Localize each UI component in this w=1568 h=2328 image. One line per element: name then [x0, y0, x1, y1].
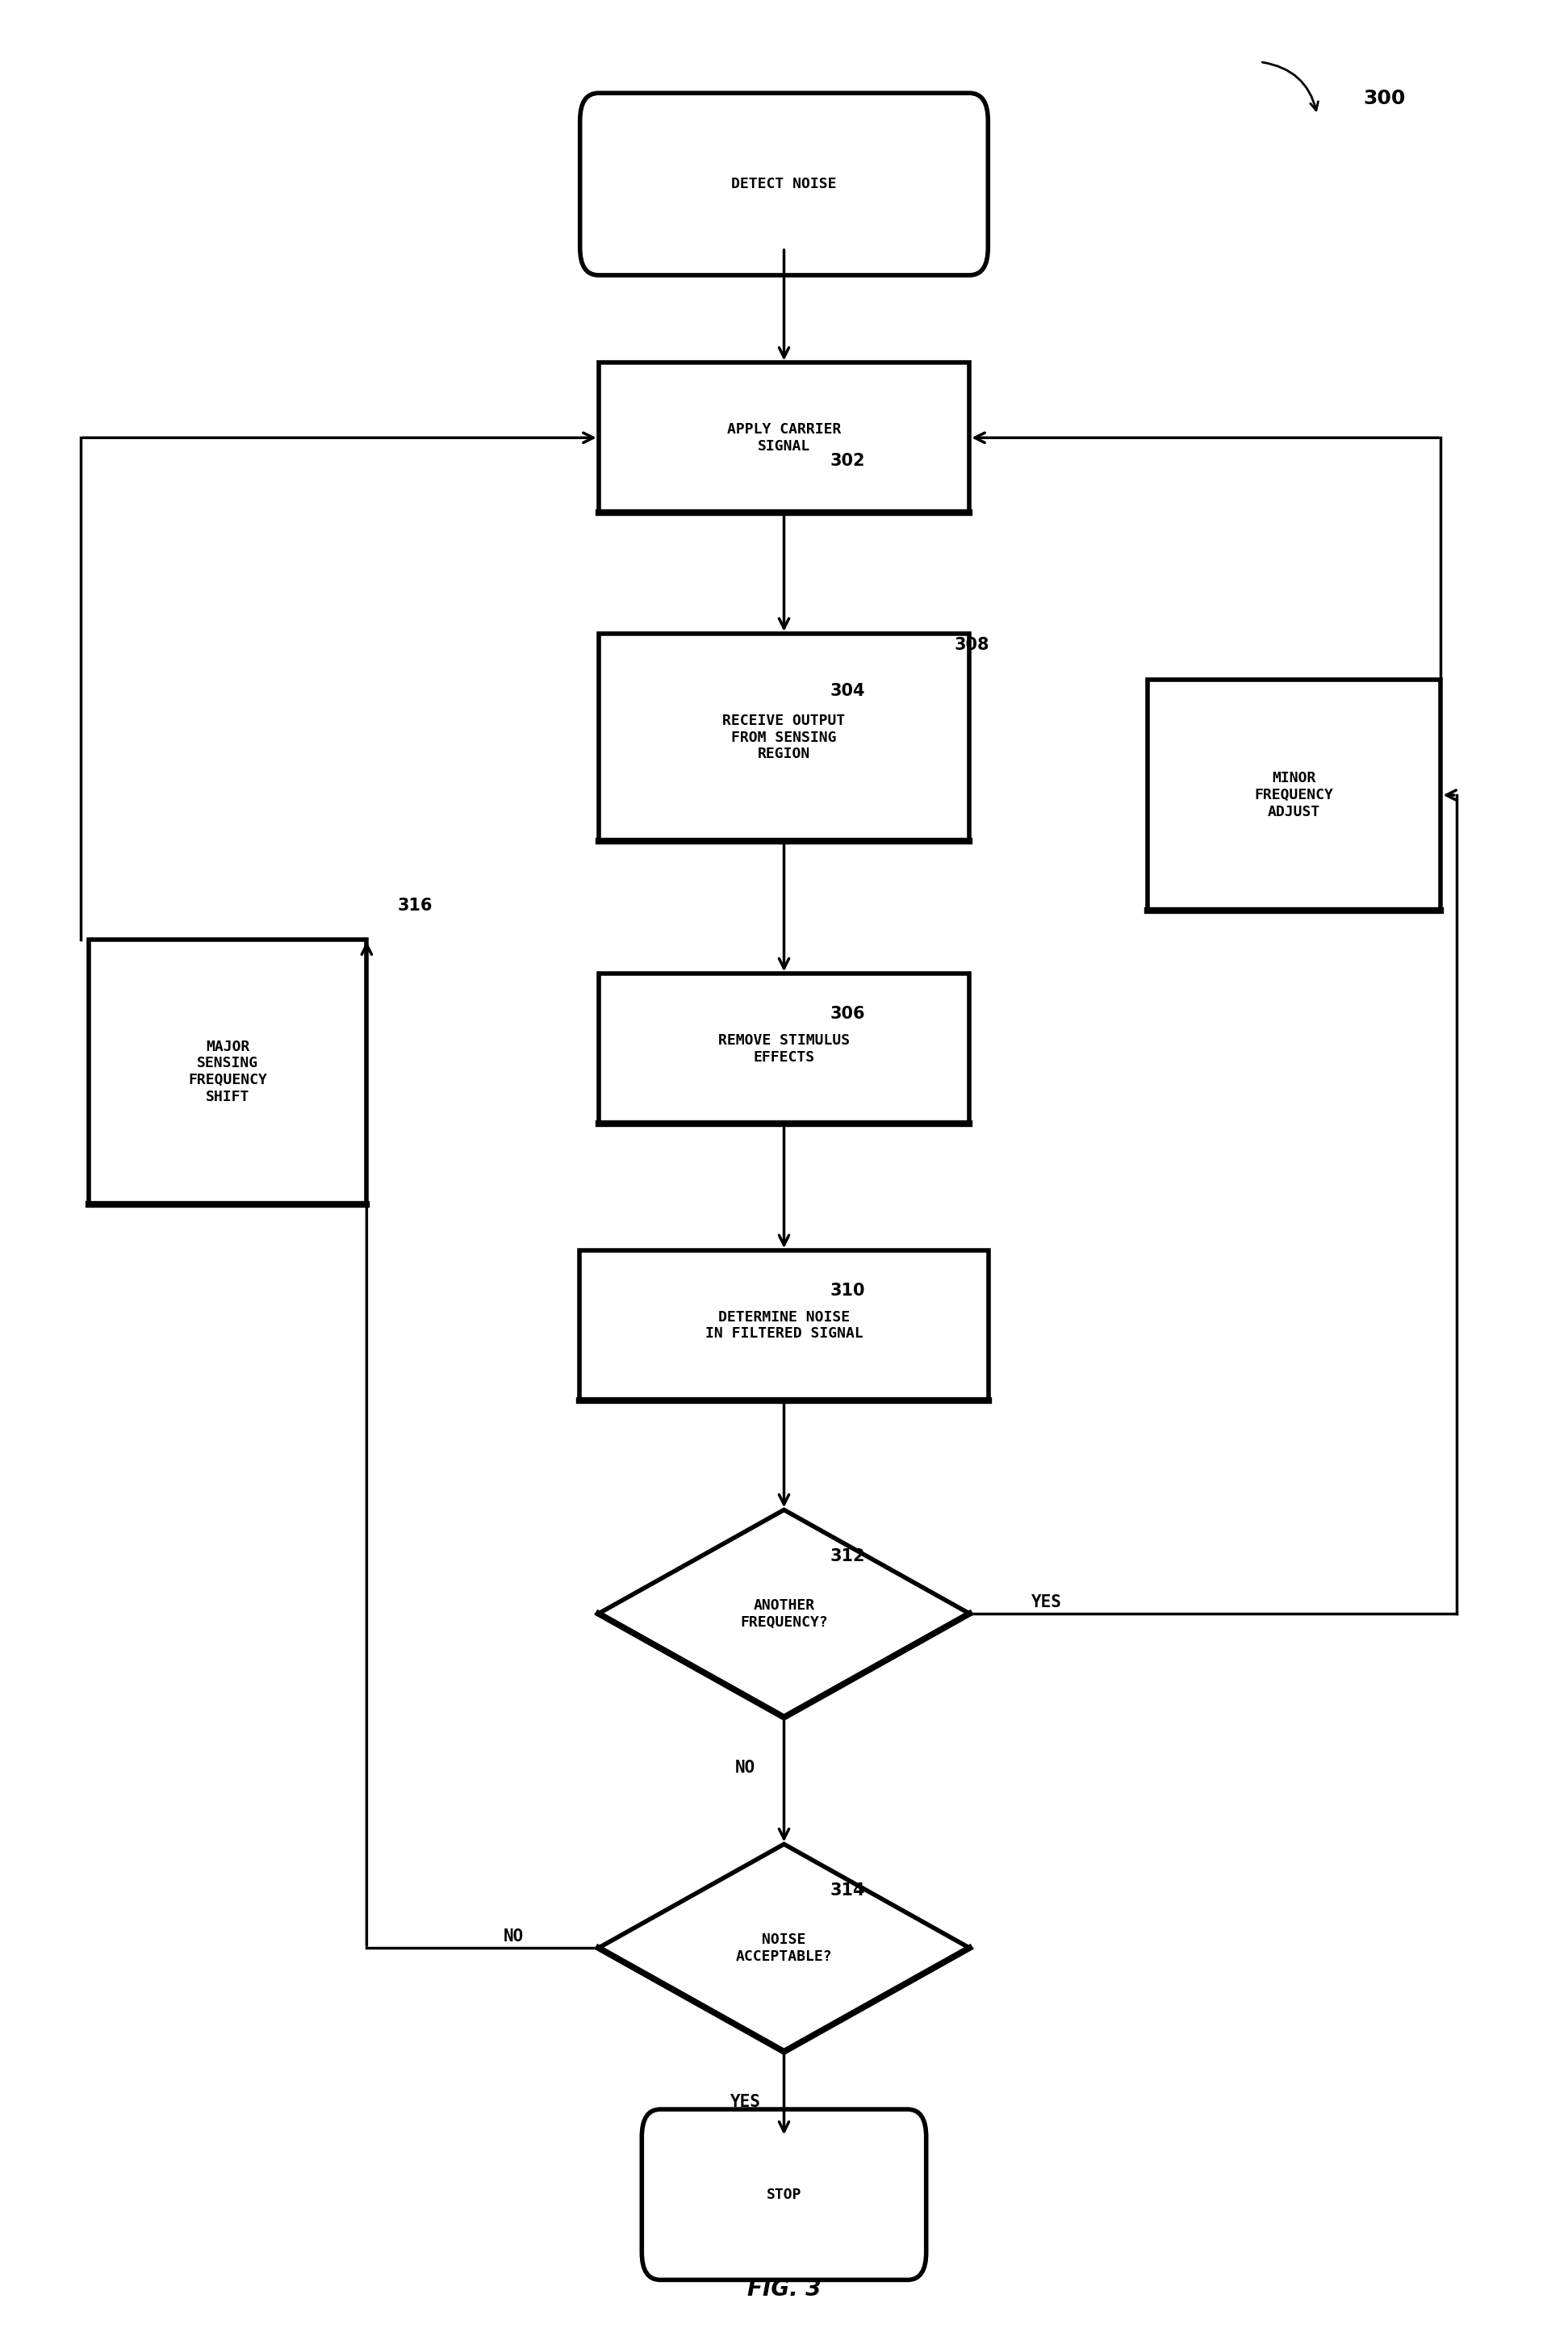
- Bar: [88, 938, 367, 1204]
- FancyBboxPatch shape: [641, 2109, 927, 2279]
- Text: APPLY CARRIER
SIGNAL: APPLY CARRIER SIGNAL: [728, 421, 840, 454]
- Text: 316: 316: [398, 899, 433, 915]
- Text: DETERMINE NOISE
IN FILTERED SIGNAL: DETERMINE NOISE IN FILTERED SIGNAL: [706, 1311, 862, 1341]
- Text: STOP: STOP: [767, 2188, 801, 2202]
- Bar: [599, 363, 969, 512]
- Text: NO: NO: [503, 1928, 524, 1944]
- Text: 306: 306: [831, 1006, 866, 1022]
- Text: 310: 310: [831, 1283, 866, 1299]
- Text: FIG. 3: FIG. 3: [746, 2277, 822, 2300]
- Text: 312: 312: [831, 1548, 866, 1564]
- FancyBboxPatch shape: [580, 93, 988, 275]
- Text: 300: 300: [1364, 88, 1406, 109]
- Text: RECEIVE OUTPUT
FROM SENSING
REGION: RECEIVE OUTPUT FROM SENSING REGION: [723, 712, 845, 761]
- Bar: [599, 633, 969, 840]
- Polygon shape: [599, 1511, 969, 1718]
- Text: 302: 302: [831, 452, 866, 468]
- Bar: [579, 1250, 989, 1401]
- Text: REMOVE STIMULUS
EFFECTS: REMOVE STIMULUS EFFECTS: [718, 1034, 850, 1064]
- Text: 308: 308: [953, 638, 989, 654]
- Bar: [599, 973, 969, 1124]
- Text: NOISE
ACCEPTABLE?: NOISE ACCEPTABLE?: [735, 1932, 833, 1963]
- Bar: [1148, 680, 1441, 910]
- Text: YES: YES: [1032, 1595, 1062, 1611]
- Text: 304: 304: [831, 684, 866, 698]
- Text: MAJOR
SENSING
FREQUENCY
SHIFT: MAJOR SENSING FREQUENCY SHIFT: [188, 1038, 267, 1103]
- Text: YES: YES: [731, 2095, 760, 2111]
- Text: MINOR
FREQUENCY
ADJUST: MINOR FREQUENCY ADJUST: [1254, 771, 1333, 819]
- Text: 314: 314: [831, 1881, 866, 1897]
- Text: DETECT NOISE: DETECT NOISE: [731, 177, 837, 191]
- Polygon shape: [599, 1844, 969, 2051]
- Text: ANOTHER
FREQUENCY?: ANOTHER FREQUENCY?: [740, 1597, 828, 1630]
- Text: NO: NO: [735, 1760, 756, 1776]
